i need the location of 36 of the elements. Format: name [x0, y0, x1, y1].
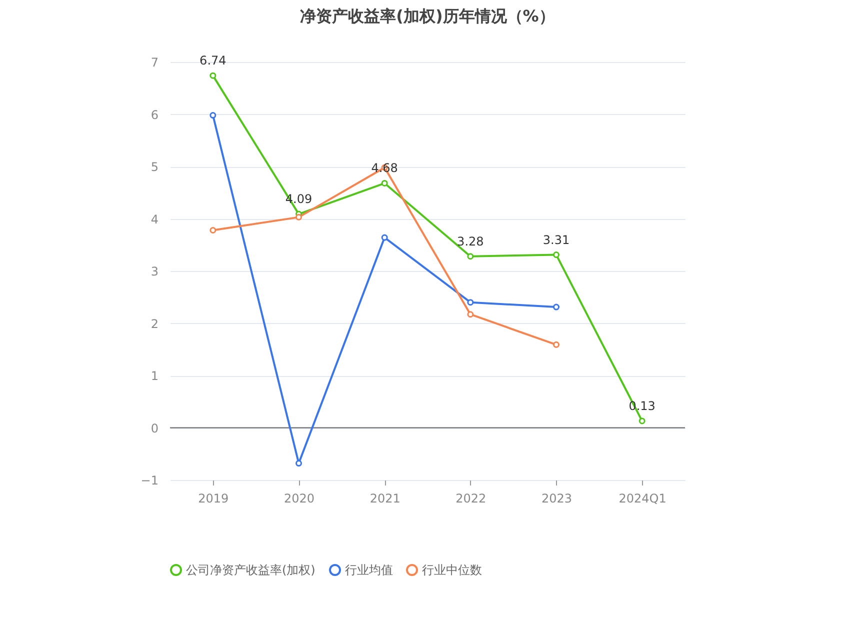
x-tick-label: 2022: [456, 492, 486, 506]
point: [210, 227, 216, 234]
x-tick-label: 2021: [370, 492, 400, 506]
point: [553, 341, 560, 348]
point: [296, 214, 302, 220]
point: [210, 112, 216, 119]
y-tick-label: −1: [140, 474, 158, 488]
data-label: 6.74: [200, 54, 226, 68]
point: [553, 252, 560, 258]
point: [296, 460, 302, 467]
data-label: 3.31: [542, 232, 570, 247]
y-tick-label: 4: [150, 212, 158, 226]
point: [467, 311, 474, 318]
point: [467, 299, 474, 306]
point: [638, 418, 646, 424]
y-tick-label: 5: [150, 160, 158, 174]
x-tick-label: 2023: [541, 492, 572, 506]
x-tick-label: 2020: [284, 492, 315, 506]
y-tick-label: 7: [150, 56, 158, 70]
point: [553, 304, 560, 310]
y-tick-label: 2: [150, 316, 158, 331]
y-tick-label: 3: [150, 264, 158, 278]
y-tick-label: 1: [150, 369, 158, 383]
data-label: 3.28: [457, 234, 484, 248]
legend-label: 行业中位数: [422, 563, 482, 577]
point: [467, 253, 474, 260]
chart-title: 净资产收益率(加权)历年情况（%）: [300, 6, 555, 26]
x-tick-label: 2019: [198, 492, 229, 506]
point: [210, 72, 216, 79]
point: [381, 180, 388, 186]
legend-label: 公司净资产收益率(加权): [186, 563, 316, 577]
y-tick-label: 6: [150, 108, 158, 122]
legend-label: 行业均值: [345, 563, 393, 577]
x-tick-label: 2024Q1: [618, 492, 666, 506]
point: [381, 234, 388, 241]
y-tick-label: 0: [150, 421, 158, 436]
